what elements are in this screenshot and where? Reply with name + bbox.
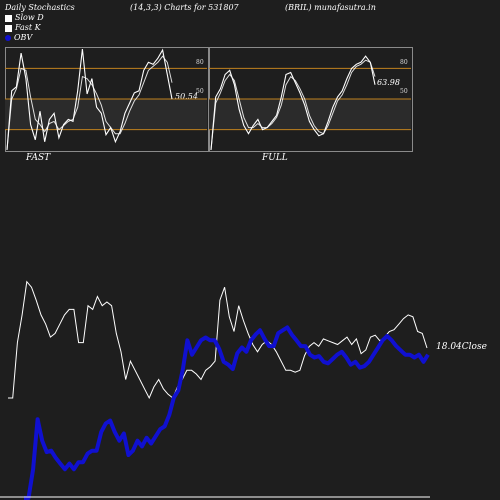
full-last-value: 63.98 — [377, 78, 400, 87]
fast-panel-label: FAST — [26, 153, 51, 163]
legend-swatch-fast-k — [5, 24, 12, 32]
full-series-slow-d — [210, 59, 376, 151]
chart-header-center: (14,3,3) Charts for 531807 — [130, 3, 239, 12]
full-axis-label-50: 50 — [400, 88, 408, 95]
close-price-line — [8, 280, 428, 400]
legend-swatch-obv — [5, 35, 11, 41]
full-axis-label-80: 80 — [400, 59, 408, 66]
legend-swatch-slow-d — [5, 14, 12, 22]
full-series-fast-k — [210, 55, 376, 151]
chart-header-right: (BRIL) munafasutra.in — [285, 3, 376, 12]
legend-item-slow-d: Slow D — [5, 13, 44, 23]
full-panel-label: FULL — [262, 153, 288, 163]
fast-axis-label-50: 50 — [196, 88, 204, 95]
fast-series-slow-d — [6, 55, 173, 151]
close-last-value-number: 18.04 — [436, 342, 462, 352]
close-last-value: 18.04Close — [436, 342, 487, 352]
fast-last-value: 50.54 — [175, 92, 198, 101]
legend-item-fast-k: Fast K — [5, 23, 44, 33]
close-last-value-suffix: Close — [461, 342, 487, 352]
fast-mid-band — [5, 99, 207, 130]
obv-line — [24, 325, 430, 500]
fast-axis-label-80: 80 — [196, 59, 204, 66]
full-mid-band — [209, 99, 411, 130]
legend-label-fast-k: Fast K — [15, 23, 41, 32]
fast-series-fast-k — [6, 48, 173, 151]
legend-label-obv: OBV — [14, 33, 33, 42]
legend: Slow D Fast K OBV — [5, 13, 44, 43]
legend-item-obv: OBV — [5, 33, 44, 43]
legend-label-slow-d: Slow D — [15, 13, 44, 22]
chart-header-left: Daily Stochastics — [5, 3, 75, 12]
